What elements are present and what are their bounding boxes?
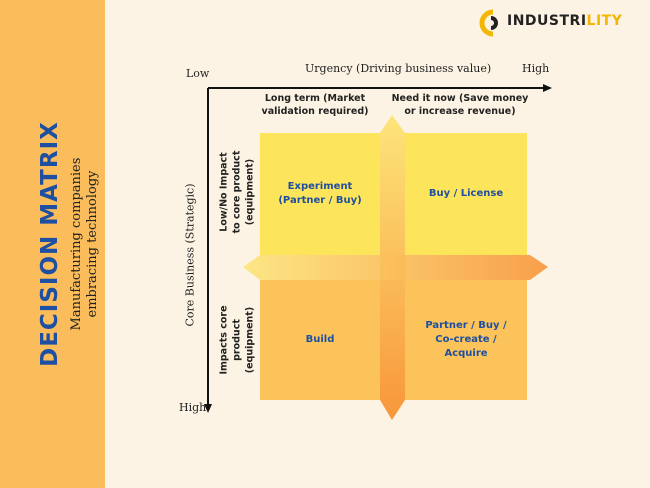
- quadrant: [405, 133, 527, 255]
- cell: Buy / License: [428, 188, 504, 199]
- quadrant: [260, 133, 380, 255]
- quadrant: [405, 280, 527, 400]
- column-header: Need it now (Save money or increase reve…: [391, 93, 529, 117]
- logo-text: INDUSTRI: [507, 13, 587, 29]
- x-label: Urgency (Driving business value): [305, 62, 492, 75]
- x-axis-head: [543, 84, 552, 92]
- row-header: Impacts core product (equipment): [218, 305, 256, 375]
- cell: Partner / Buy / Co-create / Acquire: [425, 320, 507, 359]
- y-axis-head: [204, 404, 212, 413]
- row-header: Low/No Impact to core product (equipment…: [218, 150, 256, 234]
- horizontal-arrow: [243, 255, 548, 280]
- x-low: Low: [186, 67, 210, 80]
- x-high: High: [522, 62, 550, 75]
- y-high: High: [179, 401, 207, 414]
- cell: Build: [305, 334, 335, 345]
- column-header: Long term (Market validation required): [261, 93, 369, 117]
- quadrant: [260, 280, 380, 400]
- sidebar: [0, 0, 105, 488]
- logo-text: LITY: [586, 13, 623, 29]
- cell: Experiment (Partner / Buy): [278, 181, 362, 206]
- logo: INDUSTRILITY: [507, 13, 622, 29]
- y-label: Core Business (Strategic): [183, 183, 197, 327]
- logo-icon: [479, 9, 498, 37]
